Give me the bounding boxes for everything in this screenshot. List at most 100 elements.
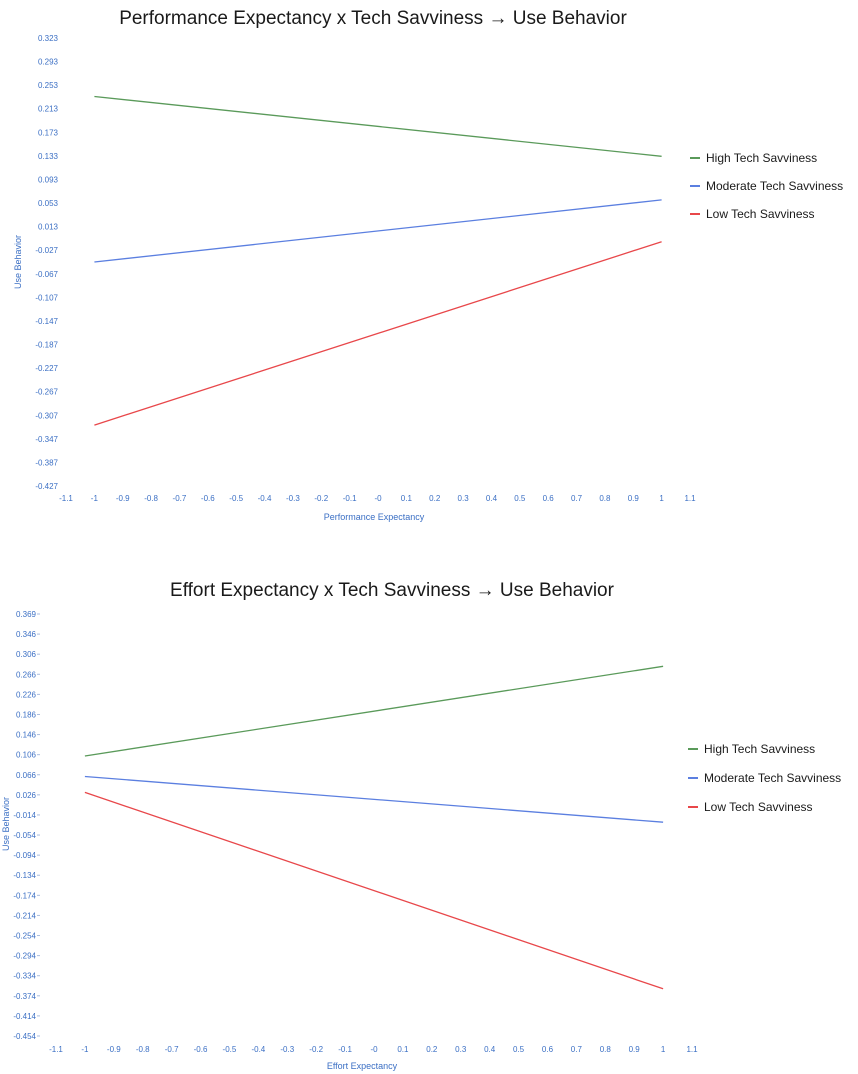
x-tick-label: -0.7 — [173, 494, 187, 503]
y-tick-label: 0.013 — [38, 223, 59, 232]
y-tick-label: -0.174 — [13, 891, 36, 900]
y-tick-label: -0.094 — [13, 851, 36, 860]
x-tick-label: -0.9 — [107, 1045, 121, 1054]
y-tick-label: -0.067 — [35, 270, 58, 279]
y-tick-label: -0.054 — [13, 831, 36, 840]
legend-label: High Tech Savviness — [706, 151, 817, 165]
y-tick-label: -0.254 — [13, 932, 36, 941]
legend-label: Low Tech Savviness — [706, 207, 815, 221]
x-tick-label: 0.8 — [599, 494, 611, 503]
x-tick-label: -0.5 — [223, 1045, 237, 1054]
x-axis-label: Performance Expectancy — [324, 512, 425, 522]
y-tick-label: 0.106 — [16, 751, 37, 760]
y-tick-label: 0.226 — [16, 690, 37, 699]
y-tick-label: 0.066 — [16, 771, 37, 780]
y-tick-label: 0.146 — [16, 731, 37, 740]
x-tick-label: 1.1 — [684, 494, 696, 503]
x-tick-label: 0.2 — [429, 494, 441, 503]
y-tick-label: -0.427 — [35, 482, 58, 491]
y-tick-label: -0.267 — [35, 388, 58, 397]
x-tick-label: 1 — [661, 1045, 666, 1054]
x-tick-label: -0.6 — [201, 494, 215, 503]
y-tick-label: -0.454 — [13, 1032, 36, 1041]
y-tick-label: 0.346 — [16, 630, 37, 639]
y-tick-label: 0.026 — [16, 791, 37, 800]
y-tick-label: -0.214 — [13, 911, 36, 920]
x-tick-label: -0.9 — [116, 494, 130, 503]
series-line-low-tech-savviness — [94, 241, 662, 426]
x-tick-label: -0.2 — [314, 494, 328, 503]
y-tick-label: 0.266 — [16, 670, 37, 679]
x-tick-label: -0.8 — [136, 1045, 150, 1054]
x-tick-label: 1 — [659, 494, 664, 503]
series-line-moderate-tech-savviness — [84, 775, 664, 823]
x-tick-label: 0.5 — [513, 1045, 525, 1054]
x-tick-label: 0.4 — [484, 1045, 496, 1054]
x-tick-label: 0.6 — [543, 494, 555, 503]
x-tick-label: -0.6 — [194, 1045, 208, 1054]
series-line-high-tech-savviness — [84, 665, 664, 757]
y-axis-label: Use Behavior — [13, 235, 23, 289]
x-tick-label: -0.3 — [286, 494, 300, 503]
x-tick-label: 0.8 — [600, 1045, 612, 1054]
x-tick-label: -0 — [374, 494, 382, 503]
y-tick-label: 0.093 — [38, 175, 59, 184]
y-tick-label: -0.374 — [13, 992, 36, 1001]
x-tick-label: -1.1 — [59, 494, 73, 503]
x-tick-label: 0.5 — [514, 494, 526, 503]
y-tick-label: 0.213 — [38, 105, 59, 114]
x-tick-label: -0.8 — [144, 494, 158, 503]
x-tick-label: 0.7 — [571, 1045, 583, 1054]
x-tick-label: 0.9 — [629, 1045, 641, 1054]
performance-expectancy-chart: Performance Expectancy x Tech Savviness … — [13, 8, 843, 522]
y-tick-label: -0.027 — [35, 246, 58, 255]
y-axis-label: Use Behavior — [1, 797, 11, 851]
x-tick-label: 0.7 — [571, 494, 583, 503]
series-line-low-tech-savviness — [84, 791, 664, 990]
x-tick-label: 1.1 — [686, 1045, 698, 1054]
y-tick-label: -0.307 — [35, 411, 58, 420]
legend-label: Low Tech Savviness — [704, 800, 813, 814]
x-tick-label: 0.3 — [458, 494, 470, 503]
y-tick-label: -0.187 — [35, 341, 58, 350]
y-tick-label: -0.227 — [35, 364, 58, 373]
x-tick-label: 0.1 — [397, 1045, 409, 1054]
x-tick-label: 0.1 — [401, 494, 413, 503]
x-tick-label: 0.3 — [455, 1045, 467, 1054]
chart-title: Performance Expectancy x Tech Savviness … — [119, 8, 627, 29]
x-tick-label: -0.1 — [338, 1045, 352, 1054]
x-tick-label: -0.4 — [251, 1045, 265, 1054]
y-tick-label: -0.294 — [13, 952, 36, 961]
y-tick-label: 0.173 — [38, 128, 59, 137]
x-tick-label: -0.5 — [229, 494, 243, 503]
series-line-high-tech-savviness — [94, 95, 662, 157]
legend-label: Moderate Tech Savviness — [706, 179, 843, 193]
x-tick-label: -0.3 — [280, 1045, 294, 1054]
y-tick-label: -0.107 — [35, 293, 58, 302]
x-tick-label: -1 — [91, 494, 99, 503]
series-line-moderate-tech-savviness — [94, 199, 662, 263]
x-tick-label: 0.9 — [628, 494, 640, 503]
y-tick-label: -0.134 — [13, 871, 36, 880]
y-tick-label: -0.347 — [35, 435, 58, 444]
y-tick-label: 0.133 — [38, 152, 59, 161]
y-tick-label: 0.306 — [16, 650, 37, 659]
legend-label: High Tech Savviness — [704, 742, 815, 756]
y-tick-label: 0.253 — [38, 81, 59, 90]
y-tick-label: 0.293 — [38, 58, 59, 67]
x-tick-label: -1.1 — [49, 1045, 63, 1054]
x-tick-label: -0.7 — [165, 1045, 179, 1054]
legend: High Tech Savviness Moderate Tech Savvine… — [688, 742, 841, 814]
x-tick-label: -0.1 — [343, 494, 357, 503]
x-tick-label: -1 — [81, 1045, 89, 1054]
x-tick-label: -0.2 — [309, 1045, 323, 1054]
effort-expectancy-chart: Effort Expectancy x Tech Savviness → Use… — [1, 580, 841, 1071]
legend: High Tech Savviness Moderate Tech Savvine… — [690, 151, 843, 221]
y-tick-label: 0.186 — [16, 710, 37, 719]
chart-title: Effort Expectancy x Tech Savviness → Use… — [170, 580, 615, 601]
y-tick-label: 0.369 — [16, 610, 37, 619]
y-tick-label: -0.334 — [13, 972, 36, 981]
x-tick-label: 0.2 — [426, 1045, 438, 1054]
x-tick-label: 0.4 — [486, 494, 498, 503]
